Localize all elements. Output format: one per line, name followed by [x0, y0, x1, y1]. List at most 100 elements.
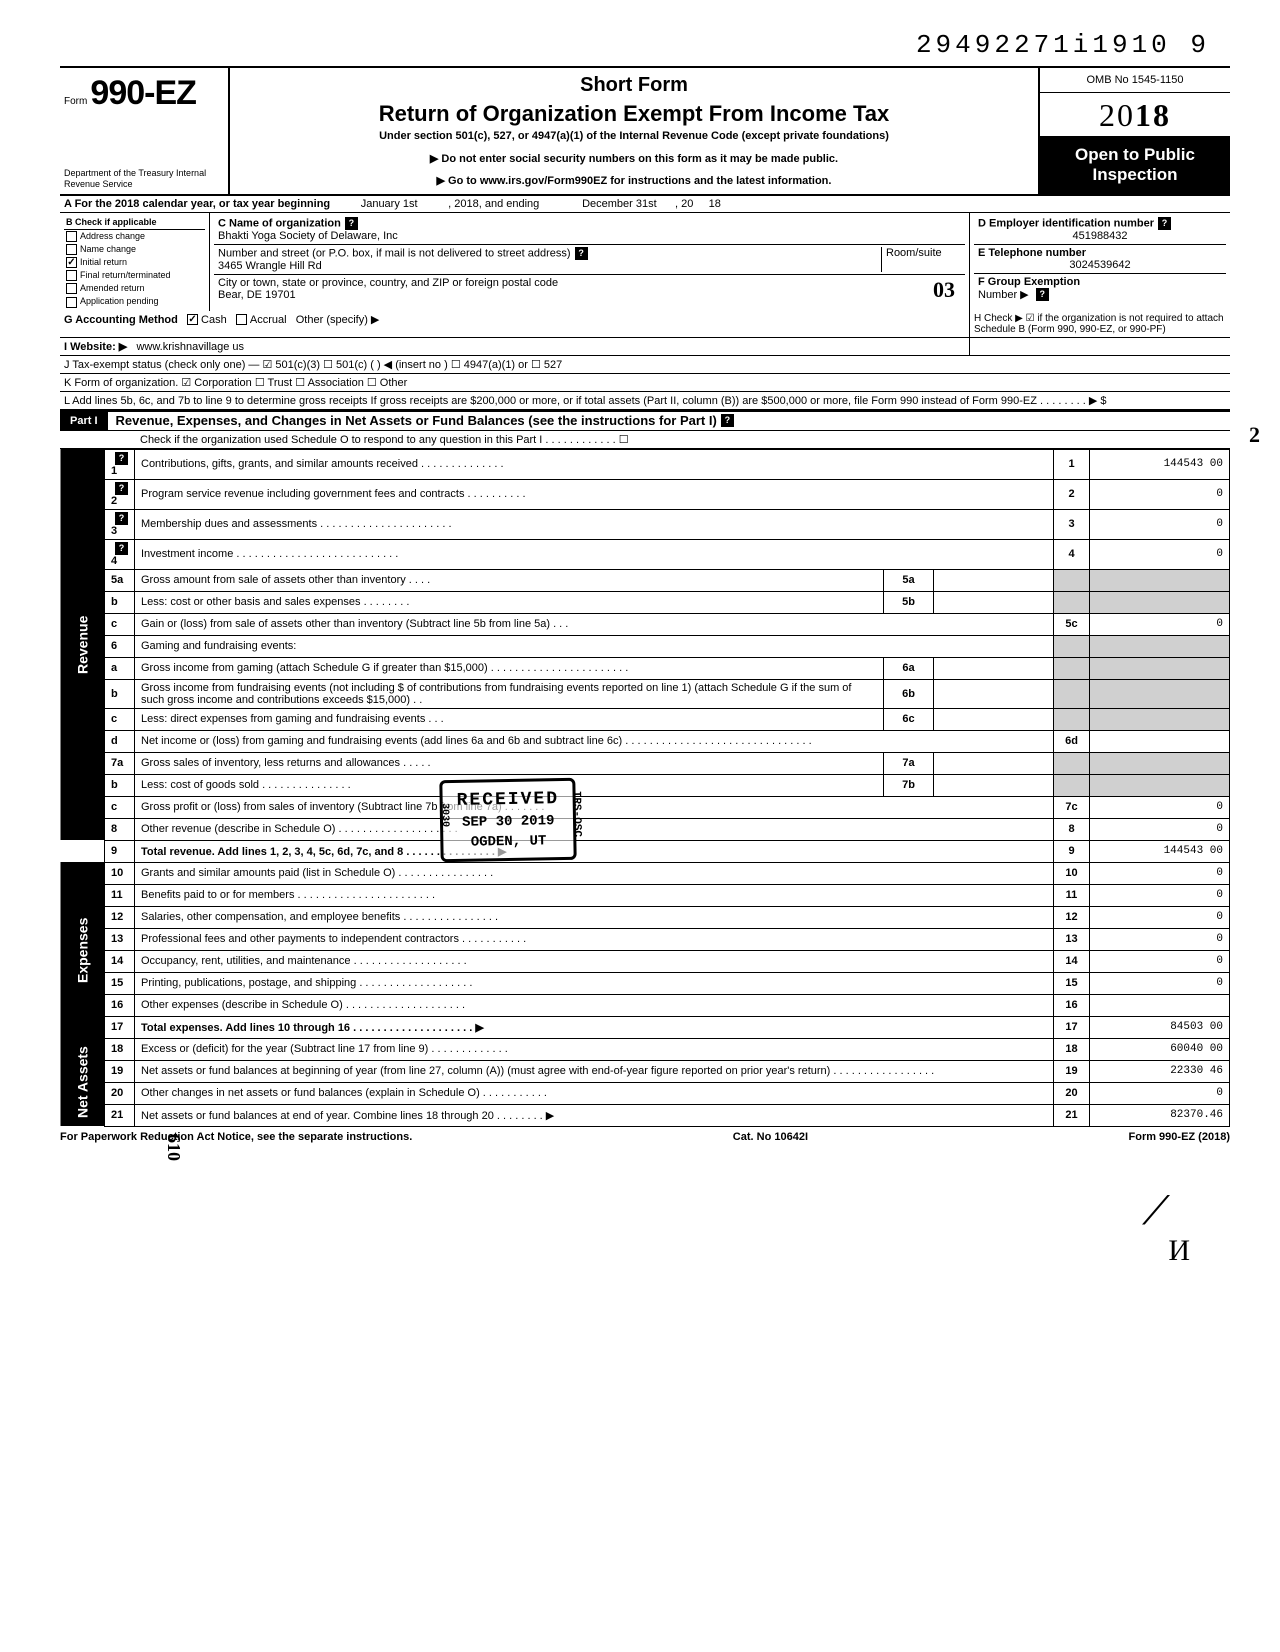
- bcdef-block: B Check if applicable Address changeName…: [60, 213, 1230, 311]
- help-icon[interactable]: ?: [345, 217, 358, 230]
- line-2-box: 2: [1054, 479, 1090, 509]
- line-7b-sub: 7b: [884, 774, 934, 796]
- other-label: Other (specify) ▶: [296, 314, 380, 326]
- line-5c-text: Gain or (loss) from sale of assets other…: [135, 613, 1054, 635]
- line-7a-text: Gross sales of inventory, less returns a…: [135, 752, 884, 774]
- help-icon[interactable]: ?: [1036, 288, 1049, 301]
- line-2-text: Program service revenue including govern…: [135, 479, 1054, 509]
- check-b-checkbox[interactable]: [66, 283, 77, 294]
- line-a-label: A For the 2018 calendar year, or tax yea…: [64, 198, 330, 210]
- hand-610: 610: [163, 1134, 184, 1161]
- part-i-check: Check if the organization used Schedule …: [60, 431, 1230, 449]
- line-7c-text: Gross profit or (loss) from sales of inv…: [135, 796, 1054, 818]
- j-text: J Tax-exempt status (check only one) — ☑…: [60, 356, 1230, 373]
- help-icon[interactable]: ?: [721, 414, 734, 427]
- line-5a-sub: 5a: [884, 569, 934, 591]
- line-5c-amount: 0: [1090, 613, 1230, 635]
- org-column: C Name of organization? Bhakti Yoga Soci…: [210, 213, 970, 311]
- cash-checkbox[interactable]: ✓: [187, 314, 198, 325]
- line-a-mid: , 2018, and ending: [448, 198, 539, 210]
- help-icon[interactable]: ?: [575, 247, 588, 260]
- street: 3465 Wrangle Hill Rd: [218, 260, 322, 272]
- check-b-label: Application pending: [80, 296, 159, 306]
- check-b-checkbox[interactable]: [66, 244, 77, 255]
- line-6c-text: Less: direct expenses from gaming and fu…: [135, 708, 884, 730]
- line-9-box: 9: [1054, 840, 1090, 862]
- help-icon[interactable]: ?: [115, 542, 128, 555]
- line-5a-text: Gross amount from sale of assets other t…: [135, 569, 884, 591]
- line-20-amount: 0: [1090, 1082, 1230, 1104]
- check-b-label: Address change: [80, 231, 145, 241]
- accrual-checkbox[interactable]: [236, 314, 247, 325]
- help-icon[interactable]: ?: [115, 452, 128, 465]
- check-b-checkbox[interactable]: ✓: [66, 257, 77, 268]
- d-label: D Employer identification number: [978, 217, 1154, 229]
- room-suite: Room/suite: [881, 247, 961, 272]
- line-6b-sub: 6b: [884, 679, 934, 708]
- check-b-checkbox[interactable]: [66, 231, 77, 242]
- form-prefix: Form: [64, 96, 87, 107]
- city: Bear, DE 19701: [218, 289, 296, 301]
- line-3-text: Membership dues and assessments . . . . …: [135, 509, 1054, 539]
- e-label: E Telephone number: [978, 247, 1086, 259]
- help-icon[interactable]: ?: [115, 482, 128, 495]
- line-8-text: Other revenue (describe in Schedule O) .…: [135, 818, 1054, 840]
- g-h-row: G Accounting Method ✓Cash Accrual Other …: [60, 311, 1230, 338]
- line-4-text: Investment income . . . . . . . . . . . …: [135, 539, 1054, 569]
- stamp-side: IRS-OSC: [568, 790, 584, 836]
- line-19-text: Net assets or fund balances at beginning…: [135, 1060, 1054, 1082]
- hand-annotation-2: 2: [1249, 422, 1260, 448]
- form-subtitle: Under section 501(c), 527, or 4947(a)(1)…: [238, 129, 1030, 144]
- line-14-amount: 0: [1090, 950, 1230, 972]
- line-17-text: Total expenses. Add lines 10 through 16 …: [135, 1016, 1054, 1038]
- line-a-suffix: , 20: [675, 198, 693, 210]
- expenses-vlabel: Expenses: [60, 862, 105, 1038]
- check-b-item: Name change: [64, 243, 205, 256]
- check-b-label: Initial return: [80, 257, 127, 267]
- line-13-amount: 0: [1090, 928, 1230, 950]
- line-14-text: Occupancy, rent, utilities, and maintena…: [135, 950, 1054, 972]
- check-b-label: Name change: [80, 244, 136, 254]
- phone: 3024539642: [978, 259, 1222, 271]
- check-b-column: B Check if applicable Address changeName…: [60, 213, 210, 311]
- line-11-amount: 0: [1090, 884, 1230, 906]
- check-b-item: ✓Initial return: [64, 256, 205, 269]
- k-row: K Form of organization. ☑ Corporation ☐ …: [60, 374, 1230, 392]
- check-b-item: Amended return: [64, 282, 205, 295]
- line-18-text: Excess or (deficit) for the year (Subtra…: [135, 1038, 1054, 1060]
- line-a-yr: 18: [709, 198, 721, 210]
- help-icon[interactable]: ?: [1158, 217, 1171, 230]
- line-6d-text: Net income or (loss) from gaming and fun…: [135, 730, 1054, 752]
- g-label: G Accounting Method: [64, 314, 178, 326]
- dept-label: Department of the Treasury Internal Reve…: [64, 168, 228, 190]
- line-6d-box: 6d: [1054, 730, 1090, 752]
- line-a-end: December 31st: [582, 198, 657, 210]
- line-16-amount: [1090, 994, 1230, 1016]
- k-text: K Form of organization. ☑ Corporation ☐ …: [60, 374, 1230, 391]
- org-name: Bhakti Yoga Society of Delaware, Inc: [218, 230, 398, 242]
- footer-right: Form 990-EZ (2018): [1129, 1131, 1230, 1143]
- line-15-box: 15: [1054, 972, 1090, 994]
- goto-link: ▶ Go to www.irs.gov/Form990EZ for instru…: [238, 174, 1030, 189]
- check-b-item: Address change: [64, 230, 205, 243]
- check-b-checkbox[interactable]: [66, 270, 77, 281]
- line-4-box: 4: [1054, 539, 1090, 569]
- stamp-loc: OGDEN, UT: [457, 831, 560, 852]
- line-20-text: Other changes in net assets or fund bala…: [135, 1082, 1054, 1104]
- form-header: Form 990-EZ Department of the Treasury I…: [60, 66, 1230, 196]
- line-6b-text: Gross income from fundraising events (no…: [135, 679, 884, 708]
- line-10-text: Grants and similar amounts paid (list in…: [135, 862, 1054, 884]
- ein: 451988432: [978, 230, 1222, 242]
- footer-mid: Cat. No 10642I: [733, 1131, 808, 1143]
- line-10-amount: 0: [1090, 862, 1230, 884]
- line-13-text: Professional fees and other payments to …: [135, 928, 1054, 950]
- ssn-warning: ▶ Do not enter social security numbers o…: [238, 152, 1030, 167]
- help-icon[interactable]: ?: [115, 512, 128, 525]
- line-15-amount: 0: [1090, 972, 1230, 994]
- line-4-amount: 0: [1090, 539, 1230, 569]
- line-20-box: 20: [1054, 1082, 1090, 1104]
- line-a: A For the 2018 calendar year, or tax yea…: [60, 196, 1230, 213]
- footer-left: For Paperwork Reduction Act Notice, see …: [60, 1131, 412, 1143]
- line-8-box: 8: [1054, 818, 1090, 840]
- check-b-checkbox[interactable]: [66, 297, 77, 308]
